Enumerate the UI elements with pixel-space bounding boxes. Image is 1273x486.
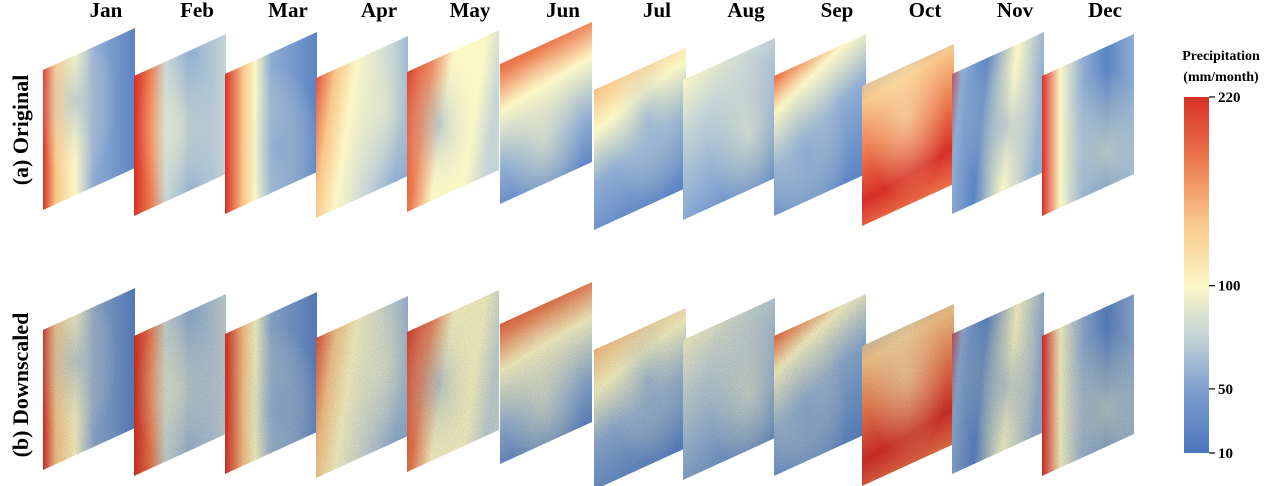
- panel-downscaled-jan: [43, 288, 135, 470]
- panel-overlay-original-sep: [774, 34, 866, 216]
- panel-original-sep: [774, 34, 866, 216]
- panel-downscaled-dec: [1042, 294, 1134, 476]
- row-labels: (a) Original (b) Downscaled: [8, 75, 33, 458]
- month-label-aug: Aug: [727, 0, 765, 22]
- panel-downscaled-sep: [774, 294, 866, 476]
- panel-overlay-original-jul: [594, 48, 686, 230]
- colorbar-tick-label-220: 220: [1218, 90, 1241, 106]
- panel-downscaled-apr: [316, 296, 408, 478]
- panel-downscaled-oct: [862, 304, 954, 486]
- colorbar-ticks: 220 100 50 10: [1209, 90, 1241, 462]
- colorbar-title-line2: (mm/month): [1183, 70, 1259, 85]
- panel-downscaled-feb: [134, 294, 226, 476]
- month-label-oct: Oct: [909, 0, 942, 22]
- panel-texture-aug: [683, 298, 775, 480]
- map-panels: [43, 22, 1134, 486]
- panel-downscaled-mar: [225, 292, 317, 474]
- month-label-may: May: [450, 0, 491, 22]
- panel-texture-apr: [316, 296, 408, 478]
- panel-texture-nov: [952, 292, 1044, 474]
- colorbar: Precipitation (mm/month) 220 100 50 10: [1182, 49, 1260, 462]
- panel-original-jan: [43, 28, 135, 210]
- panel-original-oct: [862, 44, 954, 226]
- panel-texture-oct: [862, 304, 954, 486]
- panel-original-jul: [594, 48, 686, 230]
- panel-downscaled-nov: [952, 292, 1044, 474]
- panel-downscaled-jun: [500, 282, 592, 464]
- panel-original-nov: [952, 32, 1044, 214]
- row-label-downscaled: (b) Downscaled: [8, 313, 33, 458]
- panel-overlay-original-aug: [683, 38, 775, 220]
- panel-downscaled-aug: [683, 298, 775, 480]
- panel-original-aug: [683, 38, 775, 220]
- month-label-apr: Apr: [361, 0, 397, 22]
- panel-original-jun: [500, 22, 592, 204]
- panel-overlay-original-may: [407, 30, 499, 212]
- panel-texture-mar: [225, 292, 317, 474]
- row-label-original: (a) Original: [8, 75, 33, 186]
- colorbar-tick-label-10: 10: [1218, 446, 1233, 462]
- colorbar-tick-label-50: 50: [1218, 382, 1233, 398]
- panel-overlay-original-mar: [225, 32, 317, 214]
- panel-overlay-original-dec: [1042, 34, 1134, 216]
- panel-downscaled-may: [407, 290, 499, 472]
- panel-original-feb: [134, 34, 226, 216]
- panel-overlay-original-feb: [134, 34, 226, 216]
- panel-texture-sep: [774, 294, 866, 476]
- panel-texture-dec: [1042, 294, 1134, 476]
- panel-texture-may: [407, 290, 499, 472]
- month-label-sep: Sep: [821, 0, 854, 22]
- month-label-jan: Jan: [90, 0, 123, 22]
- panel-overlay-original-jun: [500, 22, 592, 204]
- panel-original-apr: [316, 36, 408, 218]
- month-labels: Jan Feb Mar Apr May Jun Jul Aug Sep Oct Nov Dec: [90, 0, 1122, 22]
- colorbar-title-line1: Precipitation: [1182, 49, 1260, 64]
- month-label-nov: Nov: [997, 0, 1034, 22]
- panel-original-mar: [225, 32, 317, 214]
- panel-overlay-original-apr: [316, 36, 408, 218]
- month-label-mar: Mar: [268, 0, 308, 22]
- month-label-jul: Jul: [643, 0, 671, 22]
- panel-original-may: [407, 30, 499, 212]
- colorbar-tick-label-100: 100: [1218, 279, 1241, 295]
- panel-overlay-original-jan: [43, 28, 135, 210]
- panel-downscaled-jul: [594, 308, 686, 486]
- panel-texture-feb: [134, 294, 226, 476]
- panel-overlay-original-oct: [862, 44, 954, 226]
- panel-original-dec: [1042, 34, 1134, 216]
- panel-overlay-original-nov: [952, 32, 1044, 214]
- panel-texture-jun: [500, 282, 592, 464]
- month-label-jun: Jun: [546, 0, 580, 22]
- panel-texture-jan: [43, 288, 135, 470]
- month-label-feb: Feb: [180, 0, 214, 22]
- month-label-dec: Dec: [1088, 0, 1122, 22]
- colorbar-gradient: [1184, 97, 1209, 453]
- panel-texture-jul: [594, 308, 686, 486]
